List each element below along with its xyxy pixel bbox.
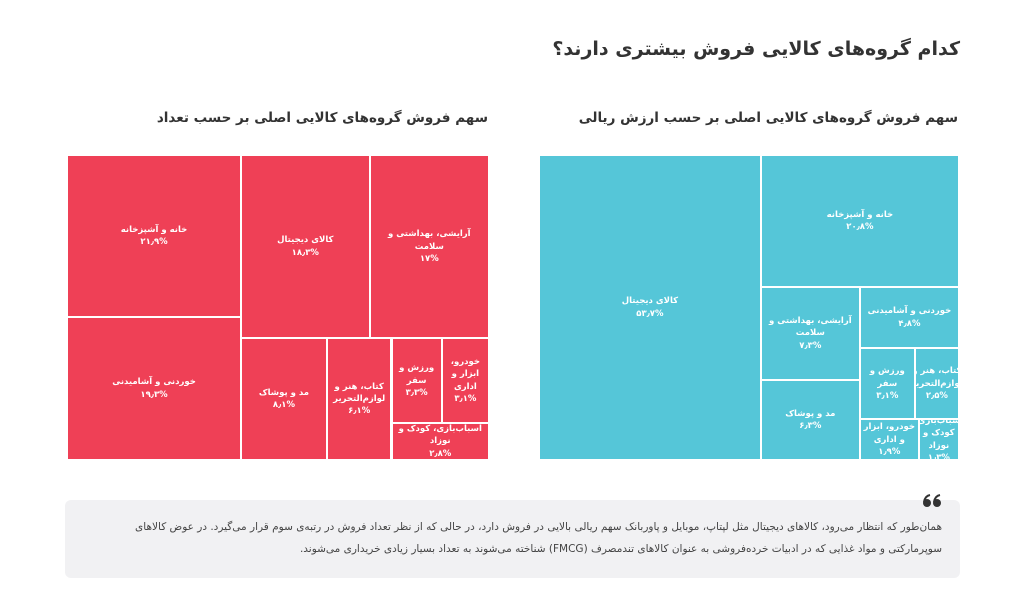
cell-value: ۷٫۳%	[799, 340, 822, 351]
quote-icon	[923, 494, 941, 507]
chart-title: سهم فروش گروه‌های کالایی اصلی بر حسب ارز…	[578, 110, 958, 126]
cell-label: اسباب‌بازی، کودک و نوزاد	[398, 424, 482, 447]
cell-label: خوردنی و آشامیدنی	[867, 306, 952, 317]
treemap-cell: اسباب‌بازی، کودک و نوزاد ۲٫۸%	[391, 422, 489, 460]
cell-label: ورزش و سفر	[399, 363, 435, 386]
cell-value: ۱٫۹%	[878, 446, 901, 457]
cell-label: مد و پوشاک	[785, 408, 836, 419]
note-box: همان‌طور که انتظار می‌رود، کالاهای دیجیت…	[65, 500, 960, 578]
cell-value: ۴٫۸%	[898, 318, 921, 329]
cell-label: آرایشی، بهداشتی و سلامت	[387, 229, 471, 252]
cell-value: ۲۰٫۸%	[846, 222, 874, 233]
treemap-cell: کتاب، هنر و لوازم‌التحریر ۶٫۱%	[326, 338, 392, 460]
cell-label: آرایشی، بهداشتی و سلامت	[768, 316, 852, 339]
cell-label: کتاب، هنر و لوازم‌التحریر	[333, 381, 386, 405]
cell-label: ورزش و سفر	[869, 366, 905, 389]
treemap-cell: کالای دیجیتال ۵۳٫۷%	[539, 155, 761, 460]
treemap-cell: ورزش و سفر ۳٫۱%	[859, 348, 915, 420]
cell-value: ۸٫۱%	[272, 400, 295, 411]
cell-label: خودرو، ابزار و اداری	[863, 422, 915, 445]
cell-value: ۶٫۳%	[799, 420, 822, 431]
cell-value: ۳٫۱%	[876, 390, 899, 401]
cell-value: ۱۹٫۳%	[140, 389, 168, 400]
cell-value: ۲۱٫۹%	[140, 237, 168, 248]
cell-label: مد و پوشاک	[258, 387, 310, 398]
cell-label: کالای دیجیتال	[621, 296, 679, 307]
treemap-cell: خوردنی و آشامیدنی ۱۹٫۳%	[67, 317, 242, 460]
treemap-cell: کالای دیجیتال ۱۸٫۳%	[241, 155, 370, 339]
cell-label: خانه و آشپزخانه	[120, 224, 188, 235]
cell-value: ۳٫۱%	[454, 394, 477, 404]
cell-value: ۲٫۸%	[429, 448, 452, 459]
cell-value: ۲٫۵%	[925, 390, 948, 401]
cell-label: کتاب، هنر و لوازم‌التحریر	[916, 366, 959, 389]
treemap-cell: خانه و آشپزخانه ۲۱٫۹%	[67, 155, 242, 318]
cell-label: کالای دیجیتال	[277, 235, 334, 246]
treemap: کالای دیجیتال ۵۳٫۷% خانه و آشپزخانه ۲۰٫۸% آر…	[539, 155, 959, 460]
treemap-cell: مد و پوشاک ۶٫۳%	[760, 379, 860, 460]
cell-value: ۶٫۱%	[348, 406, 371, 417]
cell-value: ۳٫۳%	[405, 387, 428, 398]
cell-value: ۱٫۳%	[927, 452, 950, 460]
main-title: کدام گروه‌های کالایی فروش بیشتری دارند؟	[552, 38, 960, 60]
treemap: خانه و آشپزخانه ۲۱٫۹% خوردنی و آشامیدنی ۱۹٫…	[67, 155, 489, 460]
note-text: همان‌طور که انتظار می‌رود، کالاهای دیجیت…	[135, 521, 942, 556]
treemap-cell: آرایشی، بهداشتی و سلامت ۱۷%	[369, 155, 489, 339]
treemap-cell: ورزش و سفر ۳٫۳%	[391, 338, 442, 423]
cell-label: خانه و آشپزخانه	[826, 209, 894, 220]
cell-label: خوردنی و آشامیدنی	[112, 377, 196, 388]
cell-label: خودرو، ابزار و اداری	[450, 357, 480, 392]
treemap-cell: خانه و آشپزخانه ۲۰٫۸%	[760, 155, 959, 288]
treemap-cell: آرایشی، بهداشتی و سلامت ۷٫۳%	[760, 287, 860, 380]
cell-value: ۱۸٫۳%	[291, 247, 319, 258]
treemap-cell: خودرو، ابزار و اداری ۳٫۱%	[441, 338, 489, 423]
treemap-cell: خوردنی و آشامیدنی ۴٫۸%	[859, 287, 959, 349]
cell-label: اسباب‌بازی، کودک و نوزاد	[920, 419, 958, 451]
chart-title: سهم فروش گروه‌های کالایی اصلی بر حسب تعد…	[156, 110, 488, 126]
cell-value: ۱۷%	[419, 253, 439, 264]
treemap-cell: خودرو، ابزار و اداری ۱٫۹%	[859, 419, 919, 460]
cell-value: ۵۳٫۷%	[636, 308, 664, 319]
treemap-cell: مد و پوشاک ۸٫۱%	[241, 338, 327, 460]
treemap-cell: کتاب، هنر و لوازم‌التحریر۲٫۵%	[914, 348, 959, 420]
